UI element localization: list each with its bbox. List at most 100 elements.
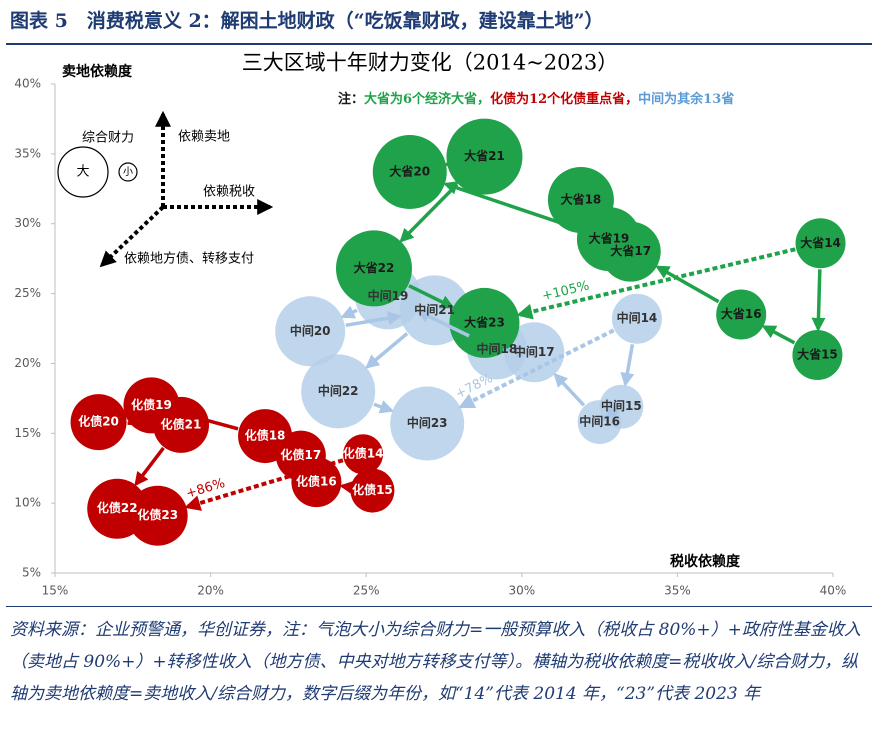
bubble-label: 化债19 bbox=[131, 397, 172, 412]
bubble bbox=[792, 330, 843, 381]
bubble bbox=[350, 468, 395, 513]
bubble-label: 大省21 bbox=[464, 148, 505, 163]
bubble bbox=[343, 434, 384, 475]
bubble-label: 大省15 bbox=[797, 347, 838, 362]
year-arrow bbox=[620, 344, 635, 387]
x-tick-label: 20% bbox=[197, 584, 224, 598]
change-arrow bbox=[458, 328, 615, 409]
year-arrow bbox=[408, 284, 455, 309]
bubble bbox=[795, 218, 846, 269]
bubble bbox=[716, 289, 767, 340]
bubble bbox=[611, 293, 662, 344]
bubble-label: 中间15 bbox=[601, 398, 642, 413]
x-tick-label: 30% bbox=[508, 584, 535, 598]
bubble-label: 中间21 bbox=[414, 302, 455, 317]
note-part: 注： bbox=[338, 91, 364, 107]
x-tick-label: 35% bbox=[664, 584, 691, 598]
bubble-label: 中间18 bbox=[477, 341, 518, 356]
source-note: 资料来源：企业预警通，华创证券，注：气泡大小为综合财力=一般预算收入（税收占 8… bbox=[10, 620, 861, 704]
chart: 三大区域十年财力变化（2014~2023） 卖地依赖度 税收依赖度 综合财力 大… bbox=[14, 51, 846, 598]
year-arrow bbox=[399, 183, 459, 243]
year-arrow bbox=[416, 309, 470, 338]
bubble-label: 中间23 bbox=[407, 415, 448, 430]
bubble bbox=[372, 135, 447, 210]
bubble-label: 大省23 bbox=[464, 314, 505, 329]
note: 注：大省为6个经济大省，化债为12个化债重点省，中间为其余13省 bbox=[338, 91, 734, 107]
bubble-label: 中间20 bbox=[290, 323, 331, 338]
year-arrow bbox=[553, 372, 586, 407]
year-arrow bbox=[602, 222, 618, 238]
year-arrow bbox=[811, 269, 826, 332]
size-legend-diagram: 综合财力 大 小 依赖卖地 依赖税收 依赖地方债、转移支付 bbox=[57, 110, 274, 268]
note-part: 大省为6个经济大省， bbox=[364, 91, 490, 107]
footer-rule bbox=[6, 606, 872, 607]
bubble-label: 化债18 bbox=[245, 428, 286, 443]
bubble bbox=[390, 386, 465, 461]
bubble-label: 化债23 bbox=[137, 507, 178, 522]
bubble bbox=[153, 396, 210, 453]
arrows bbox=[113, 155, 826, 520]
bubble-label: 中间22 bbox=[318, 383, 359, 398]
bubble-label: 中间14 bbox=[617, 310, 658, 325]
bubble-label: 大省20 bbox=[389, 164, 430, 179]
diagram-text: 综合财力 bbox=[82, 131, 134, 146]
note-part: 化债为12个化债重点省， bbox=[490, 91, 638, 107]
bubble bbox=[446, 118, 523, 195]
y-tick-label: 40% bbox=[14, 77, 41, 91]
year-arrow bbox=[503, 343, 531, 358]
year-arrow bbox=[113, 410, 129, 424]
bubble bbox=[335, 230, 412, 307]
bubble bbox=[127, 485, 188, 546]
y-tick-label: 20% bbox=[14, 356, 41, 370]
year-arrow bbox=[339, 480, 355, 495]
year-arrow bbox=[365, 332, 409, 369]
bubble-label: 化债22 bbox=[97, 500, 138, 515]
bubble-label: 大省14 bbox=[800, 235, 841, 250]
year-arrow bbox=[340, 305, 358, 319]
y-axis-label: 卖地依赖度 bbox=[62, 63, 133, 80]
diagram-text: 依赖税收 bbox=[203, 185, 255, 200]
change-label: +78% bbox=[453, 371, 495, 402]
x-tick-label: 15% bbox=[42, 584, 69, 598]
y-tick-label: 10% bbox=[14, 496, 41, 510]
legend-small-circle bbox=[118, 162, 138, 182]
bubble-label: 化债16 bbox=[296, 474, 337, 489]
bubble-label: 大省16 bbox=[721, 306, 762, 321]
year-arrow bbox=[588, 209, 603, 229]
legend-big-circle bbox=[57, 146, 109, 198]
bubble-label: 化债20 bbox=[78, 414, 119, 429]
bubble-label: 中间16 bbox=[579, 414, 620, 429]
change-arrow bbox=[184, 458, 344, 511]
year-arrow bbox=[176, 409, 239, 431]
bubble bbox=[275, 296, 346, 367]
bubble bbox=[449, 287, 520, 358]
bubble-label: 化债21 bbox=[161, 416, 202, 431]
x-tick-label: 25% bbox=[353, 584, 380, 598]
chart-title: 三大区域十年财力变化（2014~2023） bbox=[242, 51, 618, 75]
header-rule bbox=[6, 43, 872, 45]
y-tick-label: 25% bbox=[14, 286, 41, 300]
diagram-text: 小 bbox=[123, 166, 133, 178]
diagram-arrow bbox=[99, 205, 165, 268]
year-arrow bbox=[373, 400, 395, 414]
figure-title: 图表 5 消费税意义 2：解困土地财政（“吃饭靠财政，建设靠土地”） bbox=[10, 10, 604, 32]
year-arrow bbox=[127, 416, 155, 431]
y-tick-label: 30% bbox=[14, 216, 41, 230]
year-arrow bbox=[124, 505, 149, 520]
bubble-label: 化债15 bbox=[352, 482, 393, 497]
year-arrow bbox=[345, 311, 402, 328]
diagram-text: 依赖地方债、转移支付 bbox=[124, 251, 254, 267]
year-arrow bbox=[276, 437, 293, 452]
bubble-label: 大省17 bbox=[610, 243, 651, 258]
year-arrow bbox=[655, 265, 720, 304]
year-arrow bbox=[443, 181, 579, 231]
bubble-label: 化债17 bbox=[280, 447, 321, 462]
year-arrow bbox=[134, 446, 165, 487]
year-arrow bbox=[761, 325, 796, 345]
y-tick-label: 15% bbox=[14, 426, 41, 440]
bubble bbox=[70, 394, 127, 451]
year-arrow bbox=[601, 407, 621, 422]
bubble bbox=[301, 354, 376, 429]
bubble-label: 大省19 bbox=[589, 231, 630, 246]
